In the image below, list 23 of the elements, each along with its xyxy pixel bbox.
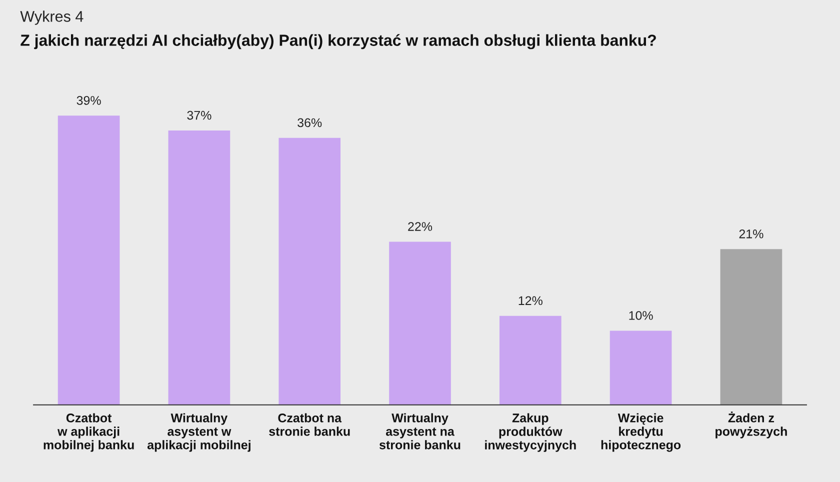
data-label: 21% bbox=[739, 230, 764, 238]
data-label: 12% bbox=[518, 296, 542, 306]
data-label: 37% bbox=[187, 110, 212, 120]
x-tick-label: Wzięcie kredytu hipotecznego bbox=[601, 413, 681, 452]
bar bbox=[58, 116, 120, 405]
x-tick-label: Wirtualny asystent w aplikacji mobilnej bbox=[147, 413, 250, 452]
x-tick-label: Wirtualny asystent na stronie banku bbox=[379, 413, 460, 450]
data-label: 39% bbox=[76, 96, 101, 105]
x-tick-label: Czatbot w aplikacji mobilnej banku bbox=[44, 413, 134, 452]
bar bbox=[499, 316, 562, 405]
x-tick-label: Czatbot na stronie banku bbox=[269, 413, 350, 436]
bar bbox=[278, 138, 341, 405]
bar bbox=[720, 249, 782, 405]
bar bbox=[610, 330, 672, 405]
data-label: 36% bbox=[298, 118, 322, 128]
x-tick-label: Żaden z powyższych bbox=[716, 412, 787, 438]
bar bbox=[168, 130, 230, 405]
data-label: 22% bbox=[408, 222, 432, 231]
chart-title: Wykres 4 bbox=[20, 10, 84, 25]
data-label: 10% bbox=[629, 311, 653, 320]
chart-subtitle: Z jakich narzędzi AI chciałby(aby) Pan(i) korzystać w ramach obsługi klienta banku? bbox=[20, 34, 656, 50]
bar bbox=[389, 242, 451, 405]
x-tick-label: Zakup produktów inwestycyjnych bbox=[485, 413, 576, 452]
